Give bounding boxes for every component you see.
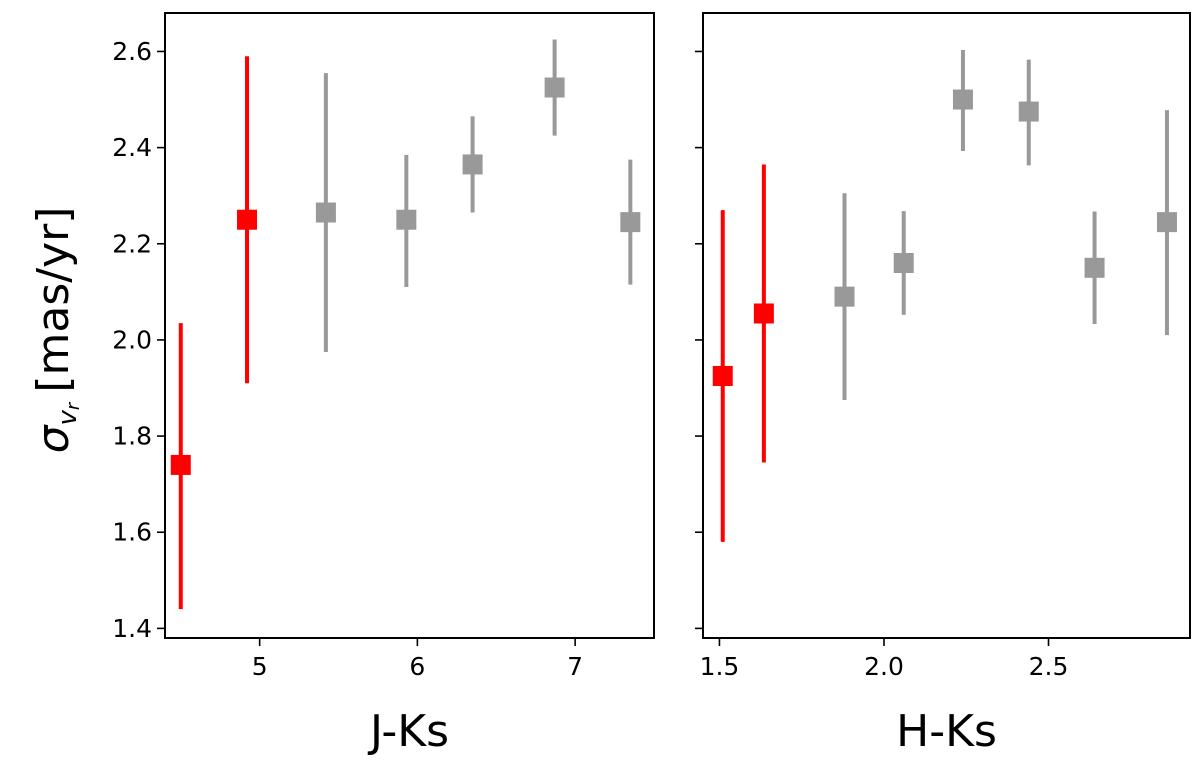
y-tick-label: 1.4 xyxy=(112,614,152,643)
data-point-marker xyxy=(952,89,973,110)
data-point-marker xyxy=(834,286,855,307)
data-point-marker xyxy=(237,209,258,230)
x-tick-label: 2.0 xyxy=(864,652,904,681)
y-axis-label: σvr [mas/yr] xyxy=(28,207,84,454)
y-axis-label-sigma: σ xyxy=(28,424,79,453)
data-point-marker xyxy=(753,303,774,324)
data-point-marker xyxy=(396,209,417,230)
y-axis-label-subscript-r: r xyxy=(63,401,84,410)
x-tick-label: 1.5 xyxy=(700,652,740,681)
y-tick-label: 1.8 xyxy=(112,422,152,451)
x-tick-label: 2.5 xyxy=(1029,652,1069,681)
x-tick-label: 5 xyxy=(252,652,268,681)
y-tick-label: 2.0 xyxy=(112,325,152,354)
x-axis-label: J-Ks xyxy=(367,706,449,757)
right-panel-hks: 1.5 2.0 2.5 H-Ks xyxy=(695,12,1191,757)
data-point-marker xyxy=(893,253,914,273)
data-point-marker xyxy=(544,77,565,98)
data-point-marker xyxy=(462,154,483,175)
data-point-marker xyxy=(712,365,733,386)
x-axis-label: H-Ks xyxy=(896,706,997,757)
data-point-marker xyxy=(1156,212,1177,233)
y-axis-label-subscript-v: v xyxy=(53,409,83,425)
y-tick-label: 1.6 xyxy=(112,518,152,547)
y-tick-label: 2.6 xyxy=(112,37,152,66)
data-point-marker xyxy=(315,202,336,223)
data-point-marker xyxy=(620,212,641,233)
y-tick-label: 2.4 xyxy=(112,133,152,162)
x-tick-label: 6 xyxy=(409,652,425,681)
data-point-marker xyxy=(170,454,191,475)
data-point-marker xyxy=(1018,101,1039,122)
y-tick-label: 2.2 xyxy=(112,229,152,258)
left-panel-jks: 1.4 1.6 1.8 2.0 2.2 2.4 2.6 5 6 7 J-Ks xyxy=(112,12,655,757)
y-axis-label-unit: [mas/yr] xyxy=(28,207,79,393)
x-tick-label: 7 xyxy=(567,652,583,681)
axes-frame xyxy=(702,12,1191,639)
data-point-marker xyxy=(1084,257,1105,278)
axes-frame xyxy=(164,12,655,639)
